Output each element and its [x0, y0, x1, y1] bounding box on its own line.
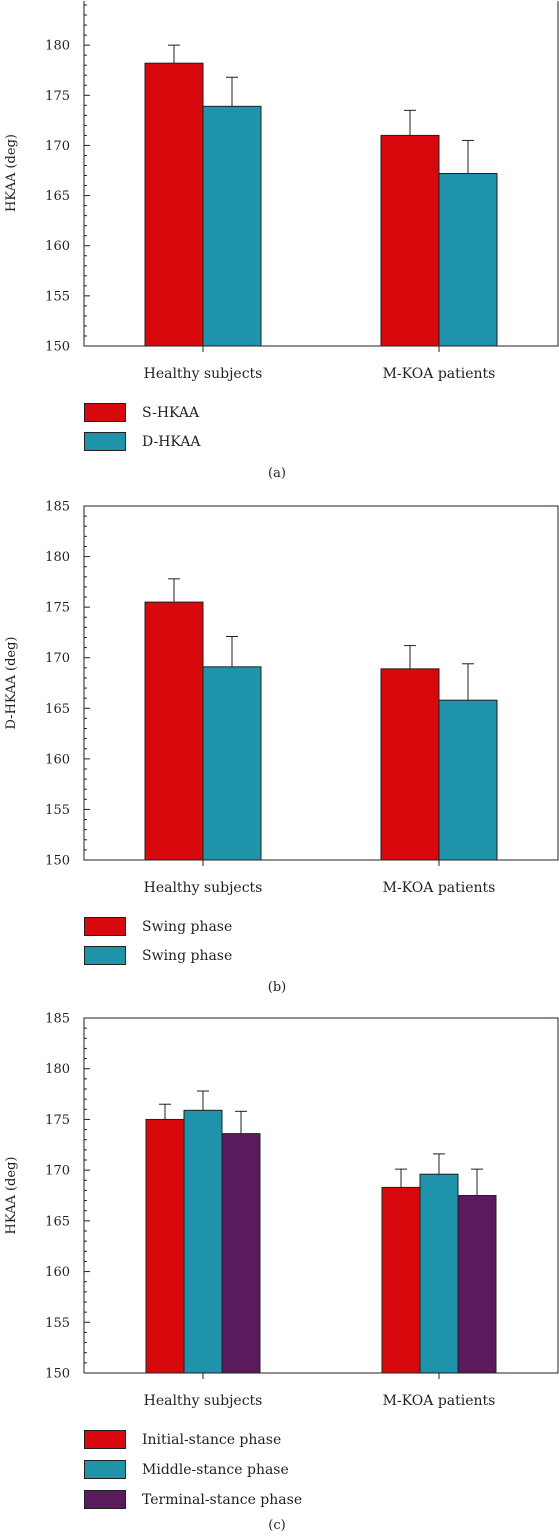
- legend-label: Middle-stance phase: [142, 1462, 289, 1478]
- y-tick-label: 175: [45, 1113, 70, 1128]
- legend-swatch: [84, 1490, 126, 1509]
- plot-frame: [83, 1017, 559, 1374]
- y-tick-label: 155: [45, 289, 70, 304]
- legend-label: Swing phase: [142, 948, 233, 964]
- x-tick-label: Healthy subjects: [144, 1393, 263, 1409]
- y-axis-label: HKAA (deg): [4, 1157, 19, 1235]
- y-tick-label: 165: [45, 1214, 70, 1229]
- chart-panel-2: 150 155 160 165 170 175 180 185 D-HKAA (deg) Heal…: [4, 500, 559, 896]
- bar: [381, 1186, 421, 1374]
- bar: [144, 62, 204, 347]
- y-tick-label: 170: [45, 651, 70, 666]
- y-axis-label: HKAA (deg): [4, 134, 19, 212]
- legend-label: D-HKAA: [142, 434, 201, 450]
- y-tick-label: 185: [45, 500, 70, 515]
- y-tick-label: 160: [45, 239, 70, 254]
- bar: [438, 173, 498, 347]
- bar: [419, 1173, 459, 1374]
- plot-frame: [83, 505, 559, 861]
- bar: [202, 666, 262, 861]
- plot-frame: [83, 0, 559, 347]
- legend-swatch: [84, 1430, 126, 1449]
- y-tick-label: 150: [45, 1367, 70, 1382]
- bar: [380, 134, 440, 347]
- y-tick-label: 170: [45, 1164, 70, 1179]
- y-tick-label: 160: [45, 1265, 70, 1280]
- bar: [221, 1133, 261, 1374]
- y-tick-label: 150: [45, 854, 70, 869]
- x-tick-label: M-KOA patients: [383, 1393, 496, 1409]
- y-axis-label: D-HKAA (deg): [4, 637, 19, 730]
- chart-panel-1: 150 155 160 165 170 175 180 HKAA (deg) Healthy s…: [4, 0, 559, 382]
- bar: [183, 1109, 223, 1374]
- panel-label: (a): [268, 466, 286, 481]
- y-tick-label: 150: [45, 340, 70, 355]
- bar: [380, 668, 440, 861]
- legend-swatch: [84, 1460, 126, 1479]
- bar: [457, 1195, 497, 1374]
- bar: [202, 105, 262, 347]
- chart-panel-3: 150 155 160 165 170 175 180 185 HKAA (deg) Health…: [4, 1012, 559, 1409]
- y-tick-label: 175: [45, 89, 70, 104]
- x-tick-label: Healthy subjects: [144, 880, 263, 896]
- y-tick-label: 155: [45, 1316, 70, 1331]
- legend-label: S-HKAA: [142, 405, 200, 421]
- x-tick-label: M-KOA patients: [383, 880, 496, 896]
- y-tick-label: 175: [45, 601, 70, 616]
- legend-swatch: [84, 917, 126, 936]
- y-tick-label: 180: [45, 39, 70, 54]
- y-tick-label: 180: [45, 1062, 70, 1077]
- legend-label: Initial-stance phase: [142, 1432, 282, 1448]
- y-tick-label: 160: [45, 752, 70, 767]
- panel-label: (b): [267, 980, 287, 995]
- legend-label: Terminal-stance phase: [142, 1492, 303, 1508]
- y-tick-label: 180: [45, 550, 70, 565]
- y-tick-label: 170: [45, 139, 70, 154]
- y-tick-label: 165: [45, 189, 70, 204]
- legend-swatch: [84, 432, 126, 451]
- legend-swatch: [84, 403, 126, 422]
- bar: [438, 699, 498, 861]
- legend-swatch: [84, 946, 126, 965]
- y-tick-label: 165: [45, 702, 70, 717]
- x-tick-label: M-KOA patients: [383, 366, 496, 382]
- legend-label: Swing phase: [142, 919, 233, 935]
- y-tick-label: 155: [45, 803, 70, 818]
- bar: [144, 601, 204, 861]
- y-tick-label: 185: [45, 1012, 70, 1027]
- x-tick-label: Healthy subjects: [144, 366, 263, 382]
- panel-label: (c): [268, 1518, 286, 1533]
- bar: [145, 1118, 185, 1374]
